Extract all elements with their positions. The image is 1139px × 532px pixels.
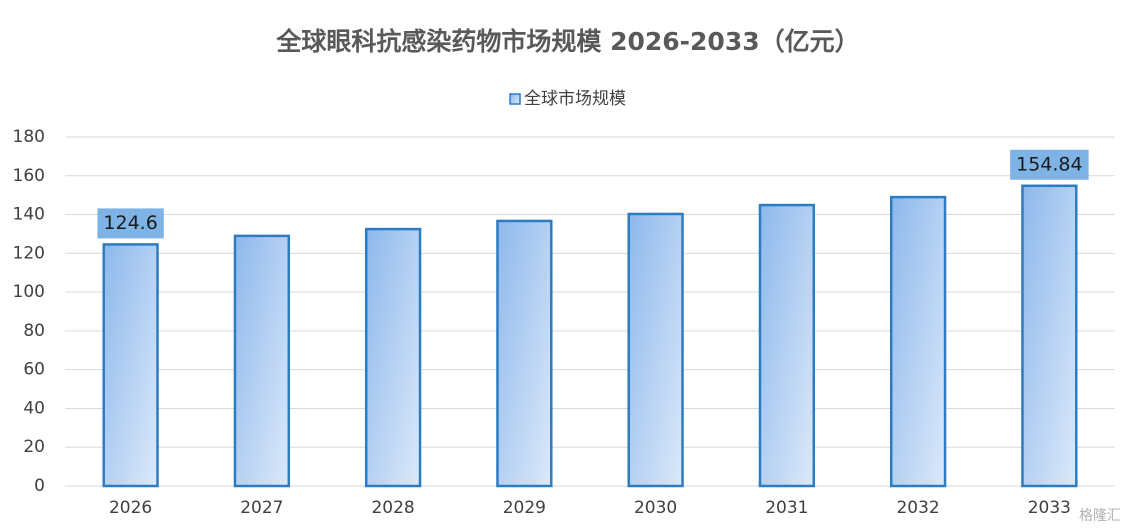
y-tick-label: 180 bbox=[13, 127, 45, 147]
data-label: 154.84 bbox=[1016, 153, 1082, 175]
legend-swatch bbox=[509, 93, 521, 105]
x-tick-label: 2027 bbox=[240, 498, 283, 518]
y-tick-label: 80 bbox=[23, 321, 45, 341]
x-tick-label: 2026 bbox=[109, 498, 152, 518]
bar bbox=[889, 195, 947, 488]
x-tick-label: 2029 bbox=[503, 498, 546, 518]
y-tick-label: 120 bbox=[13, 243, 45, 263]
data-label: 124.6 bbox=[103, 212, 157, 234]
x-tick-label: 2032 bbox=[896, 498, 939, 518]
bar bbox=[1021, 184, 1078, 488]
y-tick-label: 40 bbox=[23, 398, 45, 418]
data-label-box bbox=[97, 208, 164, 239]
data-label-box bbox=[1010, 149, 1089, 180]
bar bbox=[102, 243, 159, 488]
watermark: 格隆汇 bbox=[1079, 508, 1121, 524]
x-tick-label: 2033 bbox=[1028, 498, 1071, 518]
y-tick-label: 140 bbox=[13, 205, 45, 225]
bar bbox=[627, 212, 684, 488]
x-tick-label: 2028 bbox=[371, 498, 414, 518]
y-tick-label: 160 bbox=[13, 166, 45, 186]
bar bbox=[233, 234, 291, 488]
x-tick-label: 2030 bbox=[634, 498, 677, 518]
y-tick-label: 20 bbox=[23, 437, 45, 457]
y-tick-label: 60 bbox=[23, 360, 45, 380]
y-tick-label: 0 bbox=[34, 476, 45, 496]
y-tick-label: 100 bbox=[13, 282, 45, 302]
bar bbox=[758, 203, 816, 488]
bar bbox=[364, 227, 422, 488]
chart-title: 全球眼科抗感染药物市场规模 2026-2033（亿元） bbox=[275, 27, 859, 56]
bar bbox=[496, 219, 553, 488]
x-tick-label: 2031 bbox=[765, 498, 808, 518]
legend-label: 全球市场规模 bbox=[524, 89, 626, 109]
